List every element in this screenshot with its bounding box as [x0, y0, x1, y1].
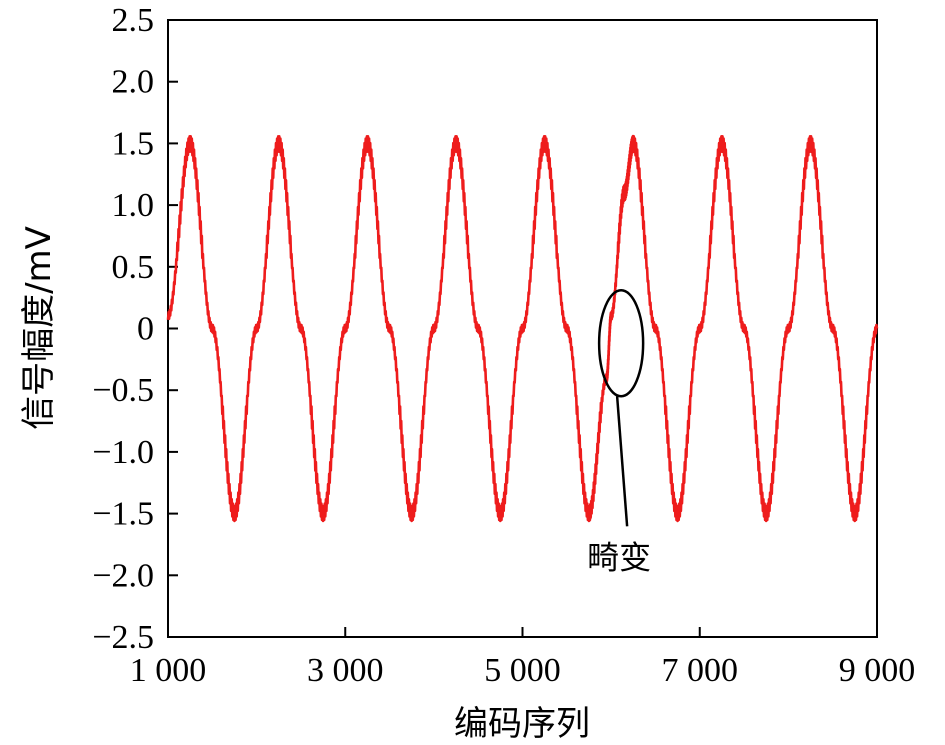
y-tick-label: −1.5 — [92, 496, 154, 533]
x-tick-label: 7 000 — [662, 652, 739, 689]
x-tick-label: 5 000 — [484, 652, 561, 689]
y-tick-label: −1.0 — [92, 434, 154, 471]
y-tick-label: 2.5 — [112, 2, 155, 39]
x-tick-label: 3 000 — [307, 652, 384, 689]
y-tick-label: 0.5 — [112, 249, 155, 286]
x-tick-label: 1 000 — [130, 652, 207, 689]
y-tick-label: 2.0 — [112, 64, 155, 101]
y-tick-label: −0.5 — [92, 372, 154, 409]
distortion-leader-line — [615, 396, 629, 527]
x-axis: 1 000 3 000 5 000 7 000 9 000 — [130, 627, 916, 689]
y-tick-label: −2.5 — [92, 619, 154, 656]
y-axis-title: 信号幅度/mV — [19, 226, 59, 430]
distortion-annotation: 畸变 — [587, 289, 651, 576]
x-axis-title: 编码序列 — [454, 704, 590, 744]
y-axis: 2.5 2.0 1.5 1.0 0.5 0 −0.5 −1.0 −1.5 −2.0 −2.5 — [92, 2, 178, 656]
y-tick-label: 0 — [137, 311, 154, 348]
signal-line — [166, 134, 879, 523]
y-tick-label: −2.0 — [92, 557, 154, 594]
y-tick-label: 1.0 — [112, 187, 155, 224]
x-tick-label: 9 000 — [839, 652, 916, 689]
distortion-label: 畸变 — [587, 538, 651, 576]
distortion-ellipse — [597, 289, 645, 398]
y-tick-label: 1.5 — [112, 125, 155, 162]
